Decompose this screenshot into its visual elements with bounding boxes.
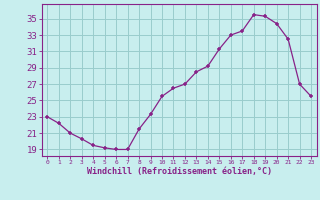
X-axis label: Windchill (Refroidissement éolien,°C): Windchill (Refroidissement éolien,°C)	[87, 167, 272, 176]
